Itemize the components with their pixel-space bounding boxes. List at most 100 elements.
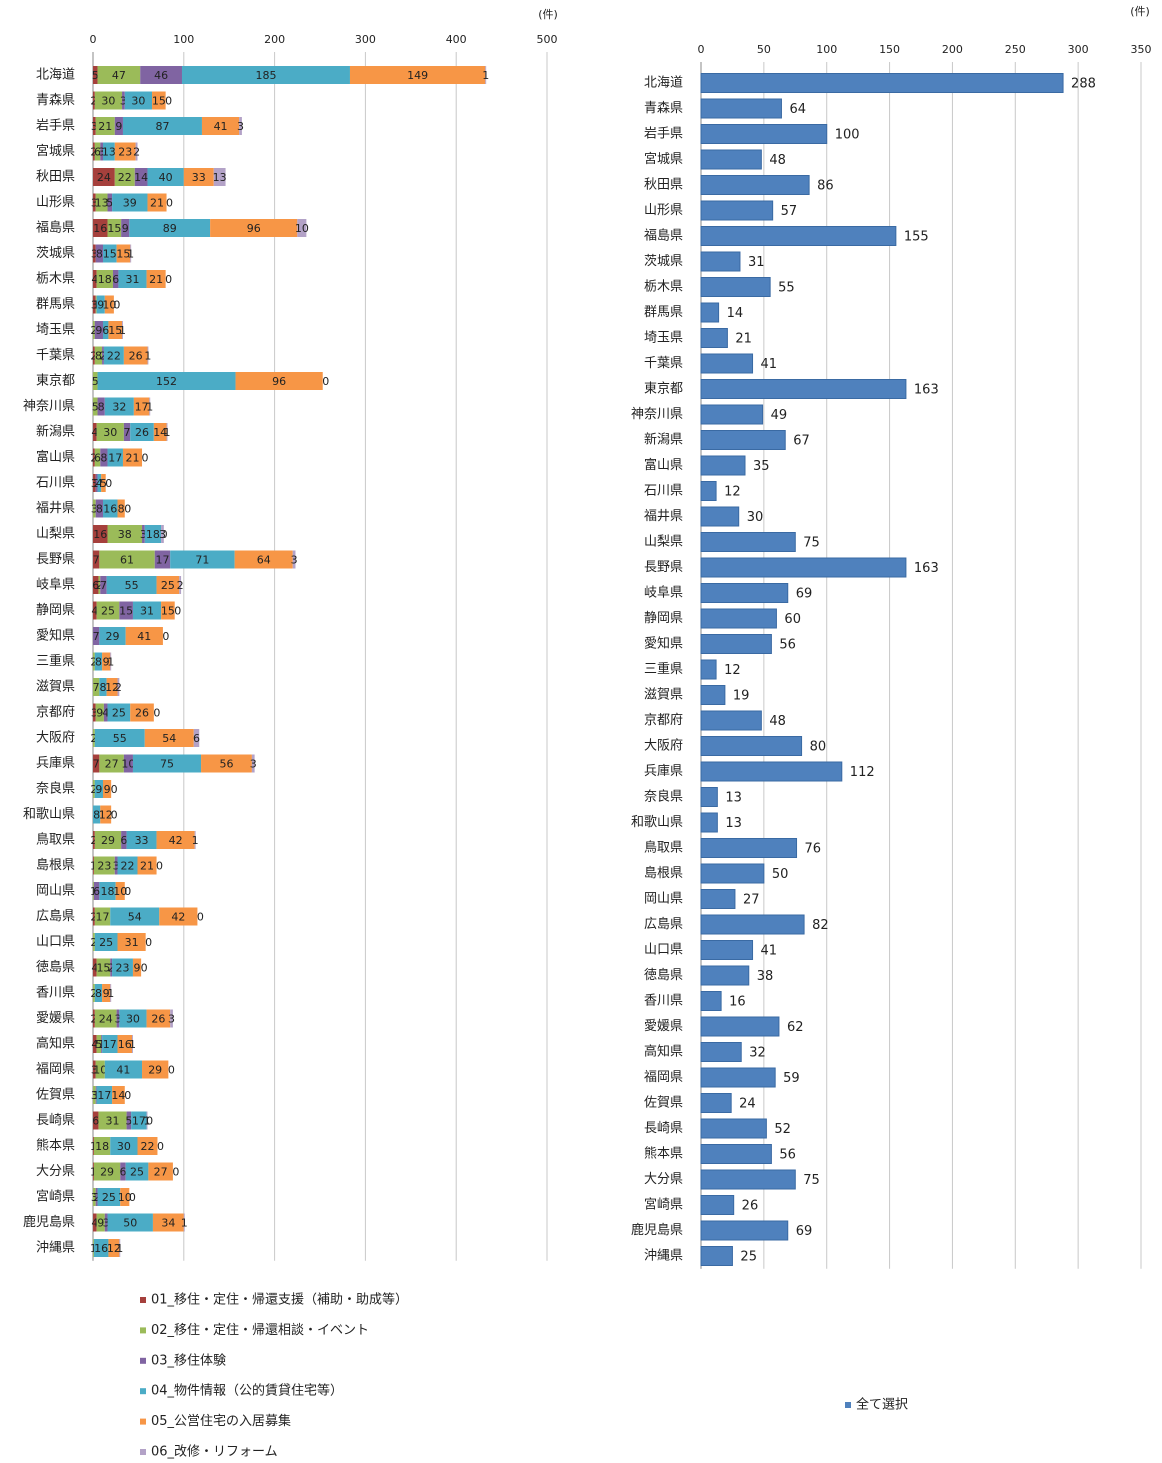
- data-label: 21: [140, 860, 154, 873]
- data-label: 0: [153, 707, 160, 720]
- data-label: 29: [106, 630, 120, 643]
- bar: [700, 710, 762, 731]
- legend-label: 01_移住・定住・帰還支援（補助・助成等）: [151, 1292, 408, 1308]
- bar-segment: [93, 729, 95, 747]
- y-tick-label: 群馬県: [36, 297, 75, 312]
- data-label: 2: [90, 834, 97, 847]
- data-label: 80: [810, 740, 827, 755]
- bar-segment: [93, 219, 108, 237]
- y-tick-label: 島根県: [644, 866, 683, 881]
- y-tick-label: 群馬県: [644, 305, 683, 320]
- data-label: 12: [99, 809, 113, 822]
- bar-segment: [97, 66, 141, 84]
- data-label: 8: [98, 401, 105, 414]
- bar: [700, 1144, 772, 1164]
- bar-segment: [107, 219, 122, 237]
- y-tick-label: 埼玉県: [644, 331, 683, 346]
- bar: [700, 991, 722, 1011]
- data-label: 1: [129, 1038, 136, 1051]
- data-label: 55: [125, 579, 139, 592]
- bar: [700, 659, 717, 680]
- data-label: 10: [295, 222, 309, 235]
- y-tick-label: 島根県: [36, 858, 75, 873]
- y-tick-label: 愛媛県: [36, 1011, 75, 1026]
- data-label: 149: [407, 69, 428, 82]
- data-label: 17: [103, 1038, 117, 1051]
- bar: [700, 124, 828, 144]
- data-label: 3: [91, 1089, 98, 1102]
- data-label: 24: [97, 171, 111, 184]
- bar: [700, 557, 907, 578]
- bar-segment: [94, 780, 103, 798]
- bar-segment: [132, 1035, 133, 1053]
- y-tick-label: 愛知県: [36, 628, 75, 644]
- data-label: 6: [92, 579, 99, 592]
- bar-segment: [156, 831, 195, 849]
- data-label: 13: [102, 146, 116, 159]
- x-tick-label: 150: [879, 43, 900, 56]
- data-label: 1: [90, 1140, 97, 1153]
- bar-segment: [94, 831, 122, 849]
- bar-segment: [146, 270, 166, 288]
- y-tick-label: 北海道: [644, 76, 683, 91]
- data-label: 12: [105, 681, 119, 694]
- unit-label: (件): [1130, 5, 1150, 18]
- bar-segment: [194, 831, 196, 849]
- data-label: 56: [779, 1148, 796, 1163]
- data-label: 1: [98, 1038, 105, 1051]
- bar-segment: [93, 321, 95, 339]
- data-label: 30: [103, 426, 117, 439]
- data-label: 22: [118, 171, 132, 184]
- bar-segment: [132, 601, 162, 620]
- data-label: 41: [137, 630, 151, 643]
- bar-segment: [108, 321, 123, 339]
- bar-segment: [93, 958, 97, 977]
- x-tick-label: 100: [173, 33, 194, 46]
- bar-segment: [101, 1035, 103, 1053]
- bar: [700, 685, 726, 705]
- bar: [700, 1220, 789, 1241]
- data-label: 1: [146, 401, 153, 414]
- bar-segment: [93, 448, 95, 467]
- data-label: 5: [92, 69, 99, 82]
- bar-segment: [93, 499, 96, 518]
- data-label: 82: [812, 918, 829, 933]
- data-label: 75: [803, 536, 820, 551]
- bar-segment: [144, 525, 162, 543]
- data-label: 41: [761, 357, 778, 372]
- data-label: 15: [107, 222, 121, 235]
- bar-segment: [104, 1213, 108, 1232]
- bar: [700, 634, 772, 654]
- y-tick-label: 滋賀県: [36, 680, 75, 695]
- bar-segment: [93, 1137, 111, 1155]
- bar: [700, 404, 764, 425]
- bar-segment: [161, 525, 164, 543]
- data-label: 32: [749, 1046, 766, 1061]
- bar-segment: [93, 525, 108, 543]
- bar-segment: [146, 1009, 171, 1028]
- data-label: 7: [93, 554, 100, 567]
- bar-segment: [121, 219, 130, 237]
- bar-segment: [112, 1086, 125, 1104]
- data-label: 21: [98, 120, 112, 133]
- data-label: 21: [125, 452, 139, 465]
- y-tick-label: 兵庫県: [36, 756, 75, 771]
- bar: [700, 736, 803, 756]
- data-label: 2: [90, 1013, 97, 1026]
- data-label: 2: [177, 579, 184, 592]
- data-label: 21: [150, 197, 164, 210]
- y-tick-label: 長崎県: [644, 1121, 683, 1136]
- bar-segment: [93, 423, 97, 441]
- data-label: 3: [114, 1013, 121, 1026]
- bar-segment: [93, 780, 95, 798]
- bar-segment: [93, 1035, 97, 1053]
- y-tick-label: 宮城県: [644, 151, 683, 167]
- data-label: 9: [97, 1217, 104, 1230]
- bar: [700, 455, 746, 476]
- bar-segment: [142, 1060, 169, 1079]
- data-label: 25: [102, 1191, 116, 1204]
- bar-segment: [102, 780, 112, 798]
- bar: [700, 506, 740, 527]
- bar-segment: [93, 1086, 96, 1104]
- data-label: 3: [91, 707, 98, 720]
